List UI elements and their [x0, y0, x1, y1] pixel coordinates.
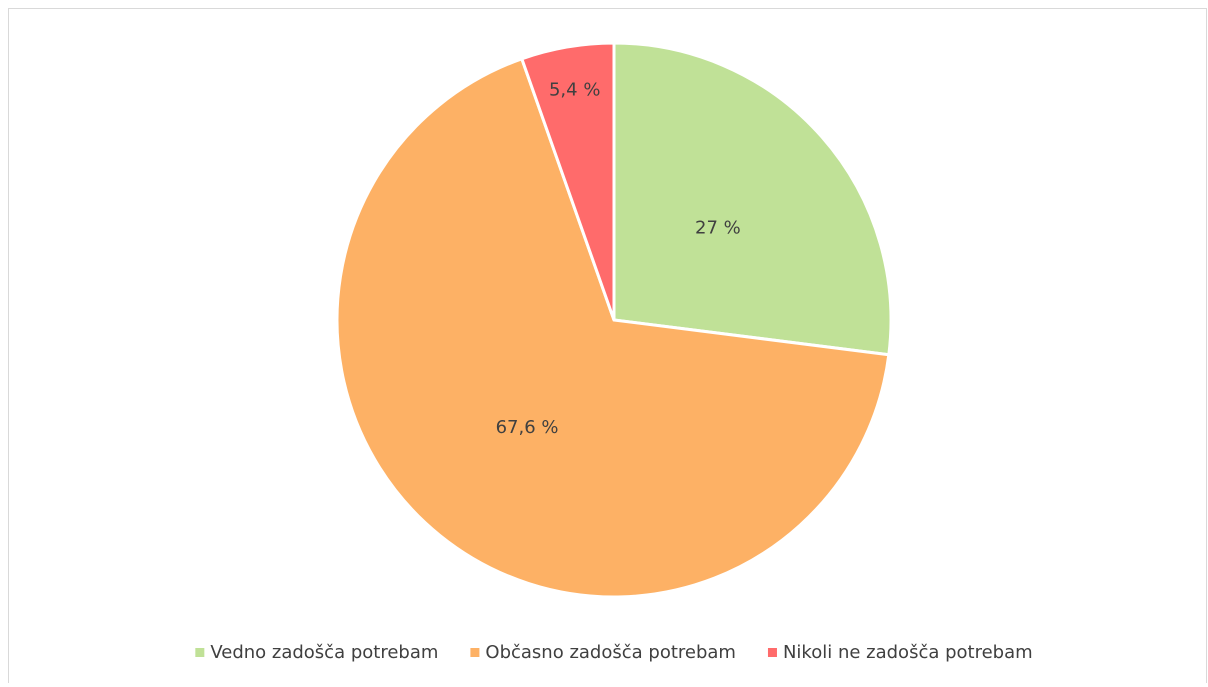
- legend-label: Vedno zadošča potrebam: [210, 642, 438, 663]
- data-label: 5,4 %: [549, 80, 600, 101]
- legend-marker: [470, 648, 480, 657]
- legend-label: Občasno zadošča potrebam: [485, 642, 736, 663]
- legend-marker: [195, 648, 205, 657]
- legend-marker: [767, 648, 777, 657]
- pie-slice: [335, 56, 891, 599]
- legend-label: Nikoli ne zadošča potrebam: [783, 642, 1033, 663]
- data-label: 27 %: [695, 217, 741, 238]
- pie-slice: [519, 41, 616, 321]
- pie-slice: [612, 41, 893, 357]
- data-label: 67,6 %: [496, 417, 559, 438]
